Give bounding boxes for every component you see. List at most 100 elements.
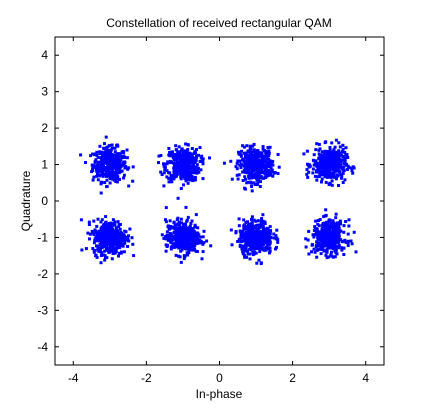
- scatter-point: [88, 232, 92, 236]
- scatter-point: [243, 151, 246, 155]
- scatter-point: [347, 224, 351, 228]
- scatter-point: [100, 218, 104, 222]
- scatter-point: [96, 178, 100, 182]
- scatter-point: [321, 150, 324, 154]
- scatter-point: [316, 233, 320, 237]
- scatter-point: [169, 247, 173, 251]
- scatter-point: [330, 238, 334, 242]
- scatter-point: [259, 180, 262, 184]
- scatter-point: [194, 159, 198, 162]
- scatter-point: [336, 225, 340, 229]
- scatter-point: [304, 245, 308, 249]
- scatter-point: [339, 163, 343, 167]
- scatter-point: [190, 235, 194, 239]
- scatter-point: [256, 232, 260, 236]
- scatter-point: [307, 163, 311, 167]
- scatter-point: [174, 158, 178, 162]
- scatter-point: [305, 149, 309, 153]
- scatter-point: [324, 253, 328, 257]
- scatter-point: [342, 224, 346, 228]
- scatter-point: [316, 230, 320, 234]
- scatter-point: [334, 239, 338, 243]
- scatter-point: [264, 170, 268, 174]
- scatter-point: [104, 172, 108, 176]
- scatter-point: [274, 247, 277, 251]
- scatter-point: [334, 228, 338, 232]
- scatter-point: [118, 227, 122, 231]
- scatter-point: [177, 156, 181, 160]
- scatter-point: [310, 243, 314, 247]
- scatter-point: [320, 153, 324, 157]
- scatter-point: [95, 150, 99, 154]
- scatter-point: [322, 240, 326, 244]
- scatter-point: [250, 247, 254, 251]
- scatter-point: [264, 234, 268, 237]
- scatter-point: [117, 254, 120, 258]
- scatter-point: [327, 218, 331, 222]
- scatter-point: [171, 156, 175, 160]
- scatter-point: [335, 153, 339, 156]
- scatter-point: [172, 221, 176, 225]
- scatter-point: [335, 167, 338, 171]
- scatter-point: [125, 148, 129, 152]
- scatter-point: [104, 220, 108, 224]
- scatter-point: [249, 161, 252, 165]
- scatter-point: [184, 240, 188, 244]
- scatter-point: [328, 151, 332, 155]
- scatter-point: [307, 252, 311, 256]
- scatter-point: [98, 150, 102, 154]
- scatter-point: [240, 149, 244, 153]
- scatter-point: [88, 237, 91, 241]
- scatter-point: [194, 213, 198, 217]
- scatter-point: [106, 159, 110, 162]
- scatter-point: [258, 185, 262, 188]
- scatter-point: [327, 161, 331, 165]
- scatter-point: [91, 169, 95, 172]
- scatter-point: [106, 225, 110, 229]
- scatter-point: [111, 227, 115, 231]
- scatter-point: [257, 169, 261, 173]
- scatter-point: [182, 254, 186, 258]
- scatter-point: [110, 257, 114, 261]
- scatter-point: [179, 226, 183, 230]
- scatter-point: [334, 234, 338, 238]
- scatter-point: [338, 145, 342, 149]
- scatter-point: [113, 150, 117, 154]
- scatter-point: [330, 239, 334, 243]
- scatter-point: [98, 167, 102, 171]
- scatter-point: [194, 148, 198, 151]
- scatter-point: [119, 241, 123, 244]
- scatter-point: [329, 221, 333, 225]
- scatter-point: [351, 165, 355, 169]
- scatter-point: [264, 150, 268, 154]
- scatter-point: [182, 227, 186, 231]
- scatter-point: [198, 146, 202, 149]
- scatter-point: [94, 158, 98, 162]
- scatter-point: [179, 217, 183, 221]
- scatter-point: [349, 166, 353, 170]
- scatter-point: [334, 247, 338, 250]
- scatter-point: [100, 225, 104, 229]
- scatter-point: [246, 249, 249, 253]
- scatter-point: [189, 161, 193, 165]
- scatter-point: [340, 176, 343, 180]
- scatter-point: [178, 229, 182, 233]
- scatter-point: [114, 247, 118, 250]
- scatter-point: [98, 152, 102, 156]
- scatter-point: [256, 246, 260, 250]
- scatter-point: [84, 161, 87, 164]
- scatter-point: [329, 230, 333, 234]
- scatter-point: [241, 250, 245, 254]
- scatter-point: [250, 158, 254, 162]
- scatter-point: [257, 258, 261, 262]
- scatter-point: [257, 158, 261, 162]
- scatter-point: [326, 164, 330, 168]
- scatter-point: [182, 238, 186, 242]
- scatter-point: [108, 159, 112, 163]
- y-tick-label: -2: [37, 267, 48, 281]
- scatter-point: [264, 159, 268, 162]
- scatter-point: [336, 163, 340, 167]
- scatter-point: [333, 159, 337, 163]
- scatter-point: [248, 172, 252, 176]
- scatter-point: [103, 142, 106, 146]
